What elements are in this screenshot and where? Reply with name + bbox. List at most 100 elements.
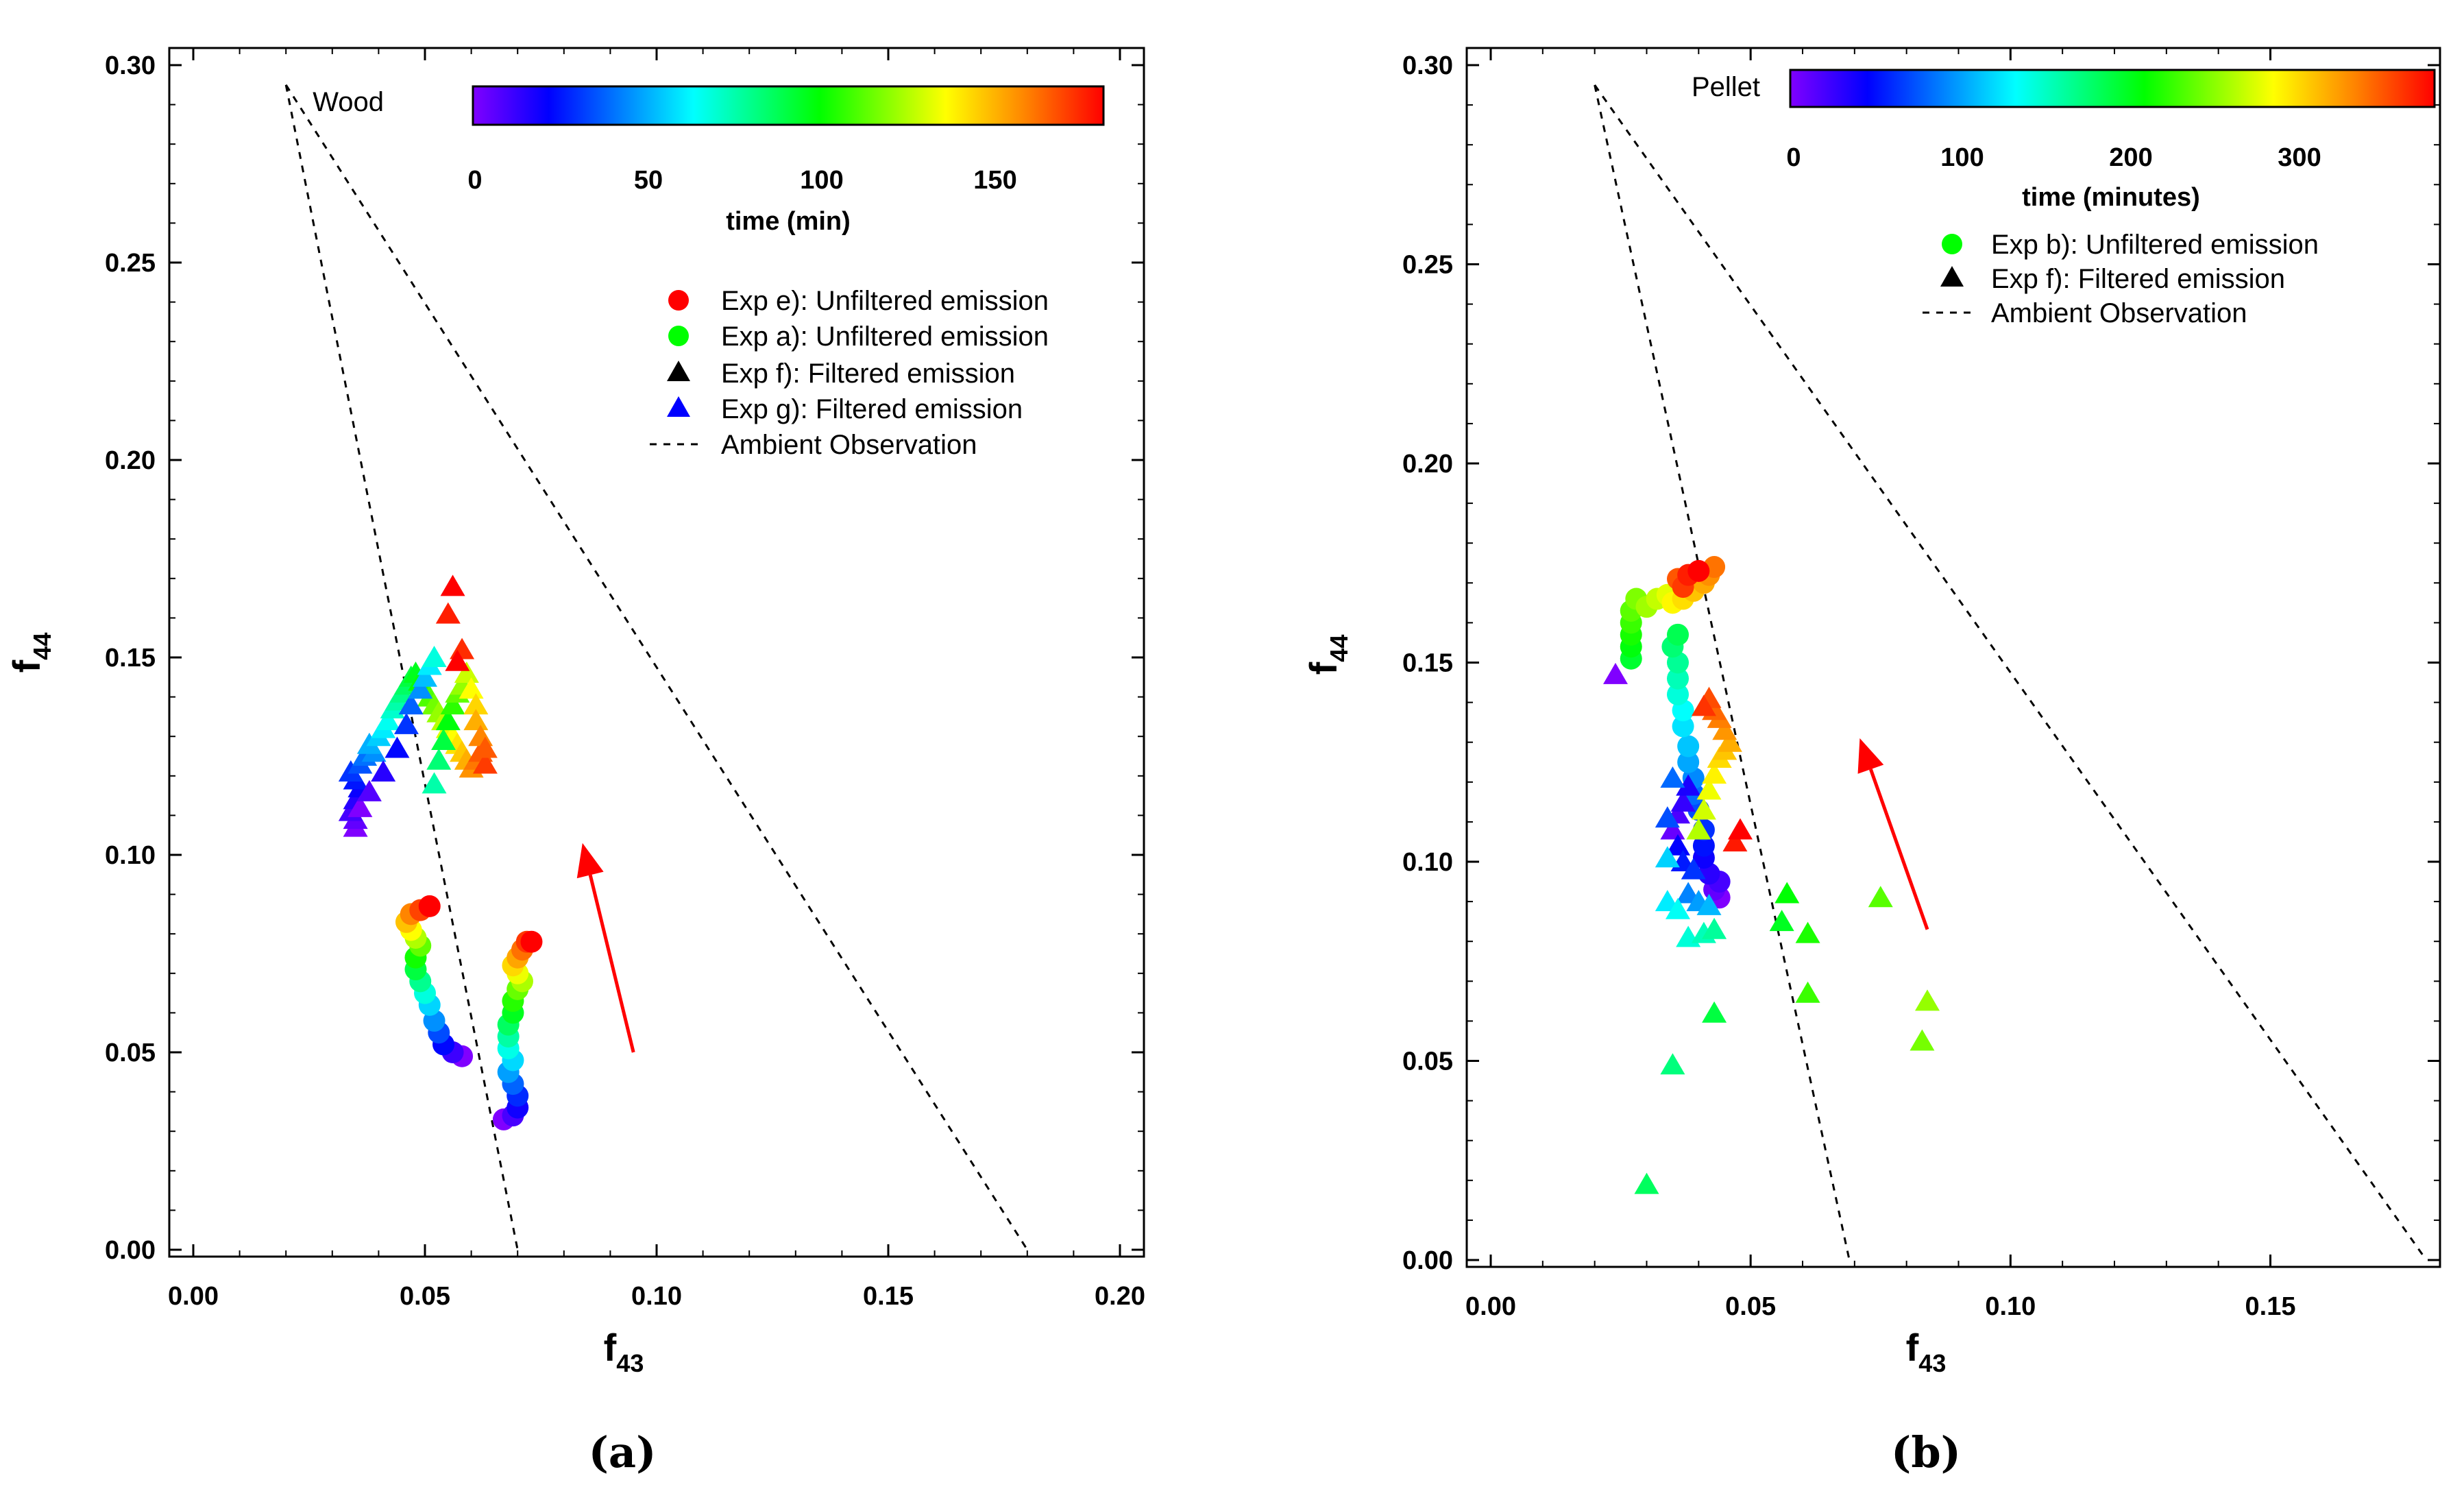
wood-y-tick-label: 0.00 [105,1236,156,1265]
wood-expf-point [472,752,498,774]
pellet-axis-ticks: 0.00 0.05 0.10 0.15 0.00 0.05 0.10 0.15 0.20 0.25… [1402,48,2440,1321]
wood-y-tick-label: 0.05 [105,1039,156,1067]
pellet-expf-point [1666,897,1690,919]
pellet-expf-point [1634,1172,1659,1194]
wood-expg-point [393,712,419,734]
pellet-expf-point [1795,981,1820,1003]
wood-y-tick-label: 0.15 [105,644,156,673]
pellet-colorbar-tick-3: 300 [2278,143,2321,172]
pellet-y-tick-label: 0.10 [1402,848,1453,877]
wood-colorbar-tick-0: 0 [467,166,482,195]
pellet-expb-point [1687,559,1710,582]
pellet-x-axis-title: f43 [1906,1326,1947,1377]
pellet-expf-point [1691,798,1716,820]
pellet-plot-frame [1465,47,2441,1268]
wood-colorbar-tick-1: 50 [634,166,663,195]
svg-text:f44: f44 [1302,635,1353,675]
pellet-y-tick-label: 0.05 [1402,1048,1453,1076]
pellet-expb-point [1692,834,1715,857]
pellet-expf-point [1717,730,1742,752]
pellet-colorbar-tick-1: 100 [1940,143,1984,172]
pellet-expf-point [1868,886,1893,908]
pellet-expf-point [1702,762,1727,784]
wood-panel-label: (a) [589,1427,657,1477]
wood-legend-label-exp-f: Exp f): Filtered emission [721,359,1015,389]
pellet-expf-point [1681,858,1706,880]
svg-text:f44: f44 [5,633,56,673]
wood-axis-ticks: 0.00 0.05 0.10 0.15 0.20 0.00 0.05 0.10 0.15 0.20… [105,48,1145,1311]
pellet-expb-point [1667,623,1689,646]
wood-colorbar-title: Wood [313,87,384,117]
pellet-expf-point [1702,917,1727,939]
pellet-x-axis-title-main: f [1906,1326,1919,1369]
pellet-colorbar-title: Pellet [1692,72,1760,102]
wood-expg-point [463,693,489,715]
pellet-expb-point [1677,735,1700,758]
pellet-legend-label-exp-f: Exp f): Filtered emission [1991,264,2285,294]
wood-plot-area [284,84,1029,1250]
wood-expg-point [398,693,424,715]
pellet-ambient-line-0 [1594,84,1851,1261]
wood-legend-marker-exp-e [668,290,689,311]
pellet-y-tick-label: 0.00 [1402,1246,1453,1275]
pellet-expf-point [1696,893,1722,915]
pellet-y-tick-label: 0.20 [1402,450,1453,479]
pellet-y-tick-label: 0.15 [1402,649,1453,678]
pellet-legend-marker-exp-f [1940,266,1964,287]
pellet-expf-point [1915,989,1940,1011]
pellet-expf-point [1670,790,1696,812]
pellet-y-axis-title: f44 [1302,635,1353,675]
wood-expg-point [413,665,437,687]
pellet-expf-point [1686,818,1711,840]
wood-legend-label-exp-a: Exp a): Unfiltered emission [721,322,1049,352]
wood-y-tick-label: 0.30 [105,51,156,80]
pellet-x-tick-label: 0.00 [1465,1292,1516,1321]
wood-expg-point [371,760,396,782]
wood-expg-point [385,736,410,758]
pellet-expf-point [1774,882,1800,904]
wood-y-axis-title: f44 [5,633,56,673]
wood-x-tick-label: 0.10 [631,1282,682,1311]
wood-ambient-line-1 [284,84,1029,1250]
wood-y-tick-label: 0.20 [105,446,156,475]
pellet-expf-point [1712,718,1737,740]
pellet-expf-point [1769,910,1794,932]
wood-y-axis-title-sub: 44 [28,633,56,660]
wood-x-axis-title-sub: 43 [616,1349,644,1377]
pellet-trend-arrow-shaft [1869,768,1929,930]
wood-expf-point [440,574,465,596]
wood-plot-frame [168,47,1145,1258]
wood-expg-point [422,646,447,667]
wood-expg-point [459,677,484,699]
wood-x-axis-title-main: f [604,1326,617,1369]
wood-expg-point [440,693,465,715]
pellet-expf-point [1676,774,1701,796]
pellet-expb-point [1677,751,1700,773]
wood-legend-marker-exp-a [668,326,689,346]
pellet-x-tick-label: 0.10 [1985,1292,2036,1321]
wood-legend-marker-exp-f [667,361,690,381]
pellet-expf-point [1603,662,1628,684]
wood-expg-point [422,772,447,794]
wood-x-tick-label: 0.15 [863,1282,914,1311]
wood-legend-marker-exp-g [667,396,690,417]
pellet-expf-point [1660,818,1685,840]
pellet-legend-label-exp-b: Exp b): Unfiltered emission [1991,230,2319,260]
pellet-legend-label-ambient: Ambient Observation [1991,298,2247,328]
pellet-expf-point [1702,1001,1727,1023]
pellet-y-axis-title-main: f [1302,662,1345,675]
wood-expe-point [418,895,441,917]
wood-colorbar-tick-2: 100 [800,166,843,195]
pellet-expf-point [1660,1053,1685,1075]
pellet-x-tick-label: 0.15 [2245,1292,2296,1321]
wood-expg-point [435,709,461,731]
wood-expa-point [520,930,543,953]
wood-expg-point [356,779,382,801]
wood-colorbar-label: time (min) [726,207,851,236]
wood-legend-label-exp-e: Exp e): Unfiltered emission [721,286,1049,316]
pellet-y-tick-label: 0.30 [1402,51,1453,80]
pellet-expf-point [1655,806,1680,828]
wood-y-tick-label: 0.10 [105,841,156,870]
wood-expg-point [408,677,433,699]
